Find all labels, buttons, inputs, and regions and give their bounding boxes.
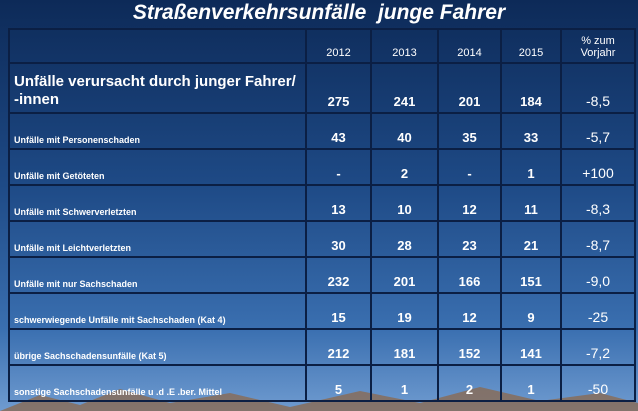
cell: 275: [305, 62, 372, 114]
cell: 10: [370, 184, 439, 222]
cell: 201: [437, 62, 502, 114]
cell: 40: [370, 112, 439, 150]
column-header: 2014: [437, 28, 502, 64]
cell: 19: [370, 292, 439, 330]
cell: -8,3: [560, 184, 636, 222]
cell: 1: [500, 364, 562, 402]
cell: -5,7: [560, 112, 636, 150]
cell: +100: [560, 148, 636, 186]
cell: -: [305, 148, 372, 186]
table: 2012 2013 2014 2015% zum Vorjahr Unfälle ve…: [8, 28, 636, 402]
column-header: 2012: [305, 28, 372, 64]
row: Unfälle mit Personenschaden 43 40 35 33 -5,7: [8, 112, 636, 150]
cell: 12: [437, 184, 502, 222]
row: Unfälle mit Leichtverletzten 30 28 23 21 -8,7: [8, 220, 636, 258]
row: schwerwiegende Unfälle mit Sachschaden (…: [8, 292, 636, 330]
row: Unfälle mit Getöteten -2-1 +100: [8, 148, 636, 186]
cell: 2: [437, 364, 502, 402]
cell: 152: [437, 328, 502, 366]
cell: 5: [305, 364, 372, 402]
cell: 21: [500, 220, 562, 258]
header-row: 2012 2013 2014 2015% zum Vorjahr: [8, 28, 636, 64]
cell: -8,5: [560, 62, 636, 114]
row: übrige Sachschadensunfälle (Kat 5) 212 181…: [8, 328, 636, 366]
row-label: Unfälle mit Personenschaden: [8, 112, 307, 150]
row-label: sonstige Sachschadensunfälle u .d .E .be…: [8, 364, 307, 402]
cell: 43: [305, 112, 372, 150]
cell: 28: [370, 220, 439, 258]
cell: 151: [500, 256, 562, 294]
title: Straßenverkehrsunfälle junge Fahrer: [132, 1, 506, 24]
cell: -9,0: [560, 256, 636, 294]
row-label: Unfälle mit Getöteten: [8, 148, 307, 186]
row-label: Unfälle mit nur Sachschaden: [8, 256, 307, 294]
row-label: Unfälle mit Leichtverletzten: [8, 220, 307, 258]
column-header: 2013: [370, 28, 439, 64]
cell: 2: [370, 148, 439, 186]
corner: [8, 28, 307, 64]
row: Unfälle mit nur Sachschaden 232 201 166 151-…: [8, 256, 636, 294]
cell: 9: [500, 292, 562, 330]
cell: 23: [437, 220, 502, 258]
cell: 11: [500, 184, 562, 222]
cell: -25: [560, 292, 636, 330]
row: Unfälle mit Schwerverletzten 13 10 12 11 -8,3: [8, 184, 636, 222]
row-label: Unfälle verursacht durch junger Fahrer/ …: [8, 62, 307, 114]
row: Unfälle verursacht durch junger Fahrer/ …: [8, 62, 636, 114]
cell: -7,2: [560, 328, 636, 366]
cell: 15: [305, 292, 372, 330]
column-header: 2015: [500, 28, 562, 64]
cell: 201: [370, 256, 439, 294]
cell: -: [437, 148, 502, 186]
cell: 181: [370, 328, 439, 366]
cell: 241: [370, 62, 439, 114]
row: sonstige Sachschadensunfälle u .d .E .be…: [8, 364, 636, 402]
cell: 13: [305, 184, 372, 222]
cell: -50: [560, 364, 636, 402]
cell: 232: [305, 256, 372, 294]
cell: 1: [500, 148, 562, 186]
row-label: übrige Sachschadensunfälle (Kat 5): [8, 328, 307, 366]
cell: 141: [500, 328, 562, 366]
cell: 12: [437, 292, 502, 330]
column-header: % zum Vorjahr: [560, 28, 636, 64]
cell: 212: [305, 328, 372, 366]
cell: 1: [370, 364, 439, 402]
cell: 184: [500, 62, 562, 114]
cell: 30: [305, 220, 372, 258]
cell: 35: [437, 112, 502, 150]
cell: 166: [437, 256, 502, 294]
row-label: schwerwiegende Unfälle mit Sachschaden (…: [8, 292, 307, 330]
cell: 33: [500, 112, 562, 150]
cell: -8,7: [560, 220, 636, 258]
row-label: Unfälle mit Schwerverletzten: [8, 184, 307, 222]
